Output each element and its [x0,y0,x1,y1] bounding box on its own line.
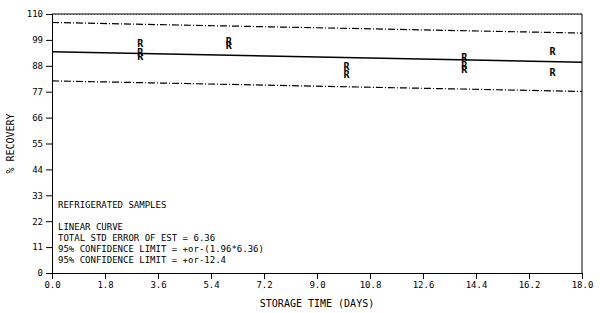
plot: 0.0 1.8 3.6 5.4 7.2 9.0 10.8 12.6 14.4 16.2 18.0 0 1… [27,9,594,290]
y-axis-tick-label: 88 [32,61,43,71]
x-axis-tick-label: 5.4 [203,280,219,290]
y-axis-tick-label: 22 [32,217,43,227]
annotation-line: REFRIGERATED SAMPLES [58,200,166,210]
y-axis-tick-line [46,221,52,222]
y-axis-tick-line [46,169,52,170]
y-axis-tick-line [46,144,52,145]
x-axis-tick-line [264,273,265,279]
y-axis-tick: 88 [32,61,52,71]
x-axis-tick-label: 16.2 [519,280,541,290]
y-axis-domain [46,15,53,274]
x-axis-tick: 10.8 [360,273,382,290]
annotation-line: 95% CONFIDENCE LIMIT = +or-12.4 [58,255,226,265]
y-axis-tick-line [46,92,52,93]
chart: 0.0 1.8 3.6 5.4 7.2 9.0 10.8 12.6 14.4 16.2 18.0 0 1… [0,0,600,313]
y-axis-title: % RECOVERY [5,113,16,173]
y-axis-tick-line [46,273,52,274]
frame-right [582,14,583,273]
x-axis-tick-label: 12.6 [413,280,435,290]
x-axis-tick-label: 1.8 [97,280,113,290]
y-axis-tick-label: 55 [32,139,43,149]
data-point: R [550,46,557,57]
x-axis-tick-label: 14.4 [466,280,488,290]
x-axis-tick-line [105,273,106,279]
x-axis-tick-line [211,273,212,279]
x-axis-tick: 5.4 [203,273,219,290]
annotation-line: TOTAL STD ERROR OF EST = 6.36 [58,233,215,243]
marks: RRRRRRRRRRRR [52,14,582,91]
annotation-line: LINEAR CURVE [58,222,123,232]
y-axis-tick-label: 11 [32,242,43,252]
x-axis-tick-line [582,273,583,279]
x-axis-tick-line [158,273,159,279]
frame-top [52,14,582,15]
y-axis-tick: 55 [32,139,52,149]
confidence-line [52,22,582,33]
y-axis-tick-line [46,66,52,67]
data-point: R [226,40,233,51]
y-axis-tick: 0 [38,268,52,278]
x-axis-tick-label: 9.0 [309,280,325,290]
x-axis-tick: 3.6 [150,273,166,290]
x-axis-title: STORAGE TIME (DAYS) [260,298,374,309]
y-axis-tick: 99 [32,35,52,45]
y-axis-tick-line [46,118,52,119]
y-axis-tick: 77 [32,87,52,97]
x-axis-tick: 9.0 [309,273,325,290]
x-axis-tick-label: 3.6 [150,280,166,290]
fit-line [52,52,582,63]
x-axis-tick: 0.0 [44,273,60,290]
y-axis-tick-line [46,14,52,15]
y-axis-tick: 22 [32,217,52,227]
x-axis-tick: 7.2 [256,273,272,290]
x-axis-tick-label: 10.8 [360,280,382,290]
x-axis-tick-line [476,273,477,279]
data-point: R [343,69,350,80]
x-axis-tick: 18.0 [572,273,594,290]
y-axis-tick-label: 110 [27,9,43,19]
x-axis-tick-line [317,273,318,279]
y-axis-tick-line [46,195,52,196]
annotation-line: 95% CONFIDENCE LIMIT = +or-(1.96*6.36) [58,244,264,254]
y-axis-tick: 44 [32,165,52,175]
x-axis-tick-label: 18.0 [572,280,594,290]
y-axis-tick-label: 66 [32,113,43,123]
x-axis-tick: 1.8 [97,273,113,290]
y-axis-tick-line [46,40,52,41]
x-axis-tick: 14.4 [466,273,488,290]
y-axis-tick: 66 [32,113,52,123]
y-axis-tick-label: 77 [32,87,43,97]
data-point: R [137,51,144,62]
annotation: REFRIGERATED SAMPLES LINEAR CURVETOTAL ST… [58,200,264,265]
data-point: R [550,67,557,78]
x-axis-domain [53,274,583,280]
y-axis-tick-label: 44 [32,165,43,175]
y-axis-tick-label: 33 [32,191,43,201]
x-axis-tick-line [370,273,371,279]
data-point: R [461,64,468,75]
x-axis-tick-line [529,273,530,279]
x-axis-tick-line [423,273,424,279]
reference-line [52,14,582,15]
x-axis-tick: 12.6 [413,273,435,290]
y-axis-tick-line [46,247,52,248]
y-axis-tick-label: 0 [38,268,43,278]
x-axis-tick-label: 7.2 [256,280,272,290]
y-axis-tick: 11 [32,242,52,252]
y-axis: 0 11 22 33 44 55 66 77 88 99 110 [27,9,53,278]
y-axis-tick: 33 [32,191,52,201]
x-axis-tick-label: 0.0 [44,280,60,290]
y-axis-tick: 110 [27,9,52,19]
x-axis-tick: 16.2 [519,273,541,290]
confidence-line [52,81,582,92]
x-axis: 0.0 1.8 3.6 5.4 7.2 9.0 10.8 12.6 14.4 16.2 18.0 [44,273,593,290]
y-axis-tick-label: 99 [32,35,43,45]
